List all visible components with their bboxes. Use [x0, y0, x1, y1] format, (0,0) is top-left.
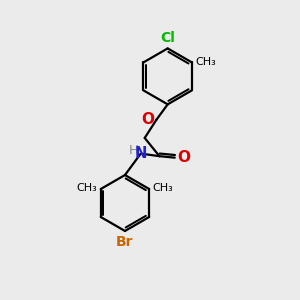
Text: H: H [129, 144, 139, 158]
Text: CH₃: CH₃ [195, 57, 216, 67]
Text: N: N [134, 146, 147, 161]
Text: Cl: Cl [160, 31, 175, 45]
Text: Br: Br [116, 235, 134, 248]
Text: O: O [178, 150, 191, 165]
Text: CH₃: CH₃ [153, 183, 173, 194]
Text: CH₃: CH₃ [76, 183, 97, 194]
Text: O: O [142, 112, 155, 127]
